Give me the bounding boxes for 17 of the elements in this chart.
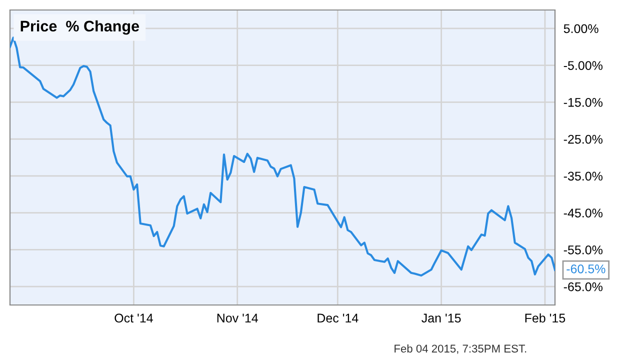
- y-tick-label: 5.00%: [564, 24, 598, 34]
- y-tick-label: -45.0%: [564, 208, 602, 218]
- x-tick-label: Nov '14: [217, 314, 258, 323]
- x-tick-label: Jan '15: [422, 314, 461, 323]
- text: Price % Change: [20, 20, 140, 35]
- x-tick-label: Oct '14: [114, 314, 153, 323]
- line-series: [10, 36, 555, 277]
- y-tick-label: -35.0%: [564, 172, 602, 181]
- y-tick-label: -25.0%: [564, 134, 602, 144]
- x-tick-label: Dec '14: [318, 314, 358, 323]
- y-tick-label: -65.0%: [564, 282, 602, 292]
- annotation: -60.5%: [566, 264, 606, 274]
- x-tick-label: Feb '15: [525, 313, 566, 323]
- y-tick-label: -5.00%: [564, 61, 602, 70]
- y-tick-label: -15.0%: [564, 98, 602, 107]
- text: Feb 04 2015, 7:35PM EST.: [394, 344, 526, 354]
- y-tick-label: -55.0%: [564, 245, 602, 254]
